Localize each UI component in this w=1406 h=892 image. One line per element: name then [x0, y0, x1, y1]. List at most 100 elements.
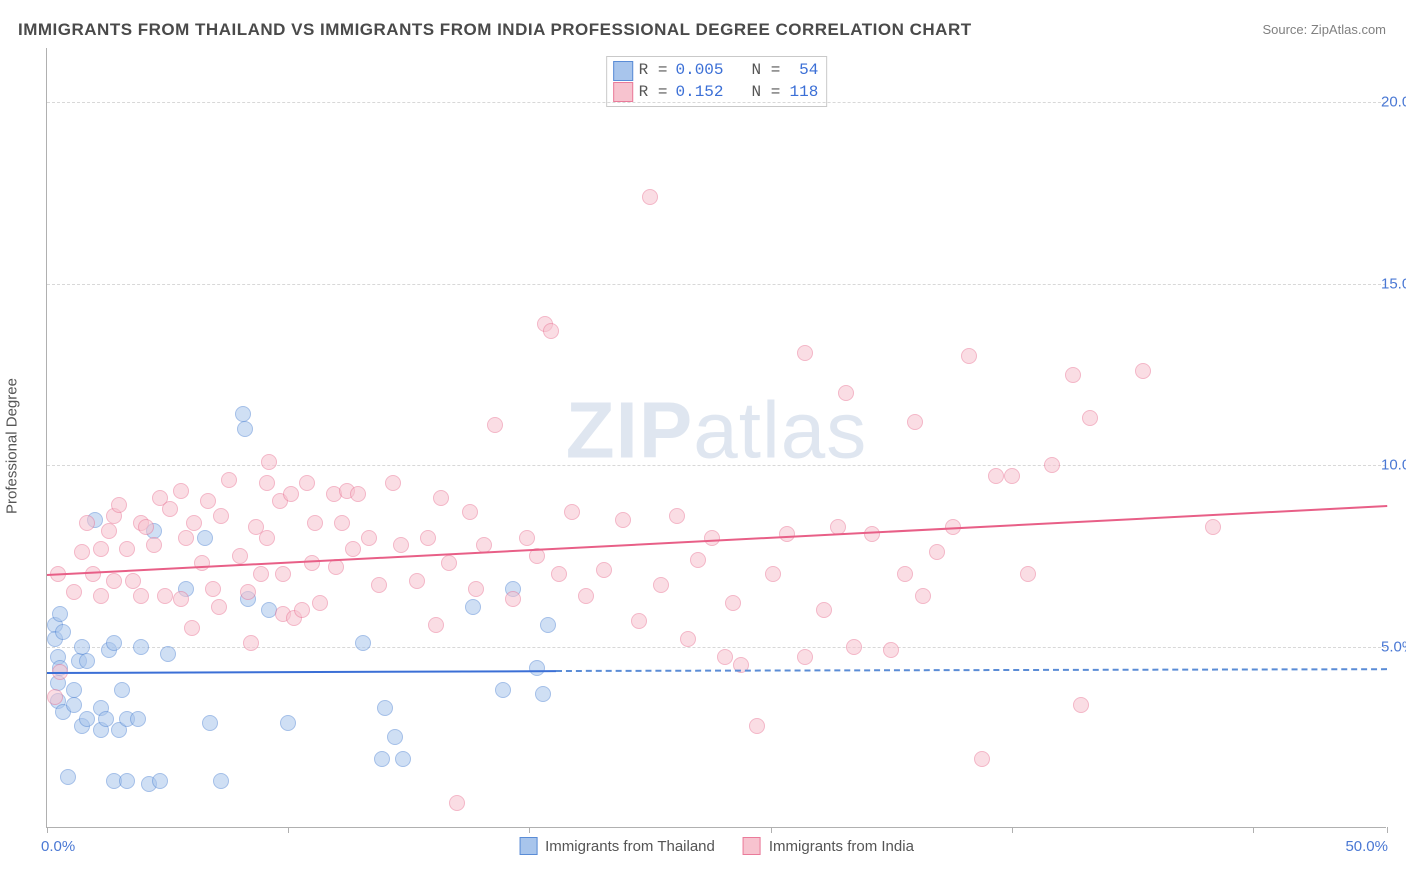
stat-n-label: N =: [752, 60, 781, 82]
scatter-point-india: [974, 751, 990, 767]
scatter-point-india: [101, 523, 117, 539]
scatter-point-india: [243, 635, 259, 651]
scatter-point-india: [240, 584, 256, 600]
scatter-point-india: [409, 573, 425, 589]
scatter-point-india: [162, 501, 178, 517]
stat-r-label: R =: [639, 82, 668, 104]
scatter-point-india: [125, 573, 141, 589]
scatter-point-india: [93, 541, 109, 557]
scatter-point-india: [1073, 697, 1089, 713]
scatter-point-india: [111, 497, 127, 513]
scatter-point-thailand: [66, 697, 82, 713]
scatter-point-india: [615, 512, 631, 528]
scatter-point-india: [119, 541, 135, 557]
scatter-point-india: [797, 649, 813, 665]
gridline: [47, 284, 1386, 285]
x-tick: [1253, 827, 1254, 833]
scatter-point-thailand: [52, 606, 68, 622]
stat-r-value: 0.152: [673, 82, 725, 104]
scatter-point-india: [420, 530, 436, 546]
chart-title: IMMIGRANTS FROM THAILAND VS IMMIGRANTS F…: [18, 20, 972, 40]
scatter-point-thailand: [235, 406, 251, 422]
stat-r-value: 0.005: [673, 60, 725, 82]
x-tick-label: 0.0%: [41, 838, 75, 855]
scatter-point-thailand: [374, 751, 390, 767]
scatter-point-thailand: [160, 646, 176, 662]
stat-n-value: 118: [786, 82, 820, 104]
scatter-point-india: [551, 566, 567, 582]
scatter-point-india: [519, 530, 535, 546]
scatter-point-india: [259, 475, 275, 491]
scatter-point-india: [294, 602, 310, 618]
scatter-point-india: [749, 718, 765, 734]
scatter-point-india: [157, 588, 173, 604]
scatter-point-india: [669, 508, 685, 524]
scatter-point-thailand: [237, 421, 253, 437]
scatter-point-india: [653, 577, 669, 593]
scatter-point-thailand: [540, 617, 556, 633]
scatter-point-india: [1205, 519, 1221, 535]
plot-area: ZIPatlas R =0.005N =54R =0.152N =118 Imm…: [46, 48, 1386, 828]
scatter-point-india: [816, 602, 832, 618]
scatter-point-india: [690, 552, 706, 568]
x-tick: [1387, 827, 1388, 833]
scatter-point-india: [200, 493, 216, 509]
scatter-point-india: [704, 530, 720, 546]
scatter-point-india: [259, 530, 275, 546]
watermark: ZIPatlas: [566, 384, 867, 476]
scatter-point-thailand: [106, 635, 122, 651]
scatter-point-thailand: [60, 769, 76, 785]
scatter-point-thailand: [495, 682, 511, 698]
x-tick: [529, 827, 530, 833]
scatter-point-thailand: [152, 773, 168, 789]
source-attribution: Source: ZipAtlas.com: [1262, 22, 1386, 37]
gridline: [47, 102, 1386, 103]
scatter-point-india: [173, 591, 189, 607]
scatter-point-india: [232, 548, 248, 564]
scatter-point-india: [178, 530, 194, 546]
stats-legend: R =0.005N =54R =0.152N =118: [606, 56, 828, 107]
scatter-point-india: [307, 515, 323, 531]
legend-label: Immigrants from Thailand: [545, 838, 715, 855]
scatter-point-india: [275, 566, 291, 582]
scatter-point-india: [487, 417, 503, 433]
scatter-point-thailand: [197, 530, 213, 546]
stats-legend-row: R =0.152 N =118: [613, 82, 821, 104]
scatter-point-india: [543, 323, 559, 339]
x-tick: [288, 827, 289, 833]
scatter-point-india: [907, 414, 923, 430]
scatter-point-india: [334, 515, 350, 531]
stat-n-label: N =: [752, 82, 781, 104]
stat-r-label: R =: [639, 60, 668, 82]
scatter-point-india: [433, 490, 449, 506]
scatter-point-india: [468, 581, 484, 597]
scatter-point-india: [578, 588, 594, 604]
scatter-point-india: [106, 573, 122, 589]
scatter-point-india: [564, 504, 580, 520]
scatter-point-thailand: [98, 711, 114, 727]
scatter-point-india: [1065, 367, 1081, 383]
scatter-point-thailand: [114, 682, 130, 698]
scatter-point-india: [371, 577, 387, 593]
scatter-point-india: [350, 486, 366, 502]
scatter-point-india: [47, 689, 63, 705]
scatter-point-india: [961, 348, 977, 364]
scatter-point-india: [253, 566, 269, 582]
legend-item: Immigrants from India: [743, 837, 914, 855]
scatter-point-india: [1004, 468, 1020, 484]
scatter-point-india: [93, 588, 109, 604]
scatter-point-india: [725, 595, 741, 611]
scatter-point-india: [361, 530, 377, 546]
scatter-point-india: [596, 562, 612, 578]
scatter-point-india: [631, 613, 647, 629]
scatter-point-thailand: [529, 660, 545, 676]
scatter-point-india: [846, 639, 862, 655]
scatter-point-india: [299, 475, 315, 491]
scatter-point-india: [797, 345, 813, 361]
x-tick: [771, 827, 772, 833]
gridline: [47, 465, 1386, 466]
scatter-point-india: [205, 581, 221, 597]
scatter-point-thailand: [535, 686, 551, 702]
scatter-point-india: [213, 508, 229, 524]
scatter-point-india: [283, 486, 299, 502]
